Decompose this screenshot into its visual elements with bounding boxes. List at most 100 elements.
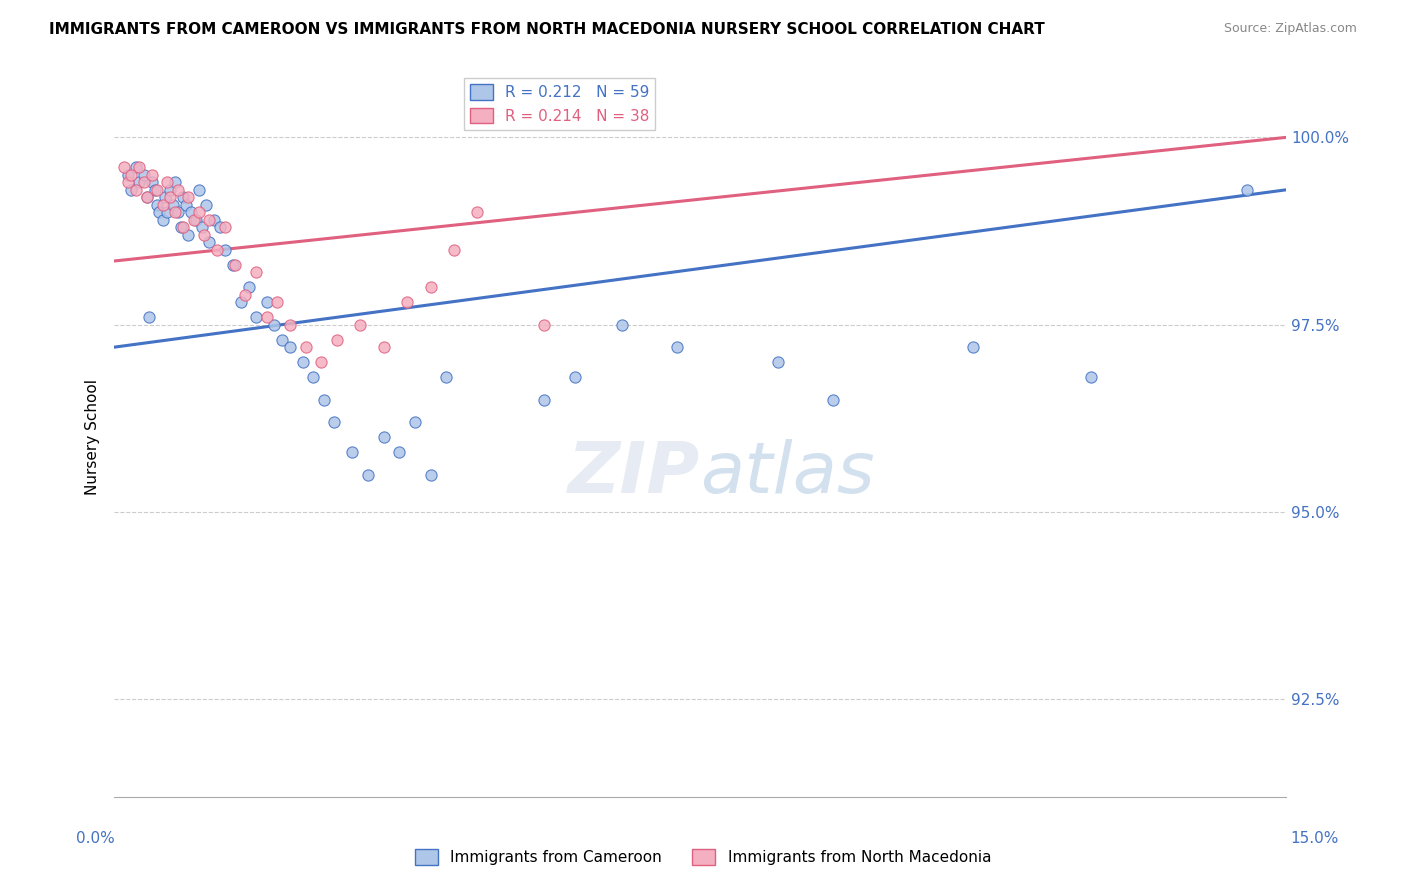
Point <box>156 205 179 219</box>
Point <box>396 295 419 310</box>
Point <box>117 175 139 189</box>
Point <box>434 370 457 384</box>
Point <box>292 355 315 369</box>
Point <box>1080 370 1102 384</box>
Text: 0.0%: 0.0% <box>76 831 115 846</box>
Point <box>278 318 301 332</box>
Point <box>222 258 245 272</box>
Point <box>190 220 212 235</box>
Point <box>180 205 202 219</box>
Point <box>174 198 197 212</box>
Point <box>302 370 325 384</box>
Point <box>177 227 200 242</box>
Point <box>187 205 209 219</box>
Point <box>177 190 200 204</box>
Point <box>256 295 278 310</box>
Point <box>120 168 142 182</box>
Point <box>162 198 184 212</box>
Point <box>183 212 205 227</box>
Point <box>610 318 633 332</box>
Point <box>136 190 159 204</box>
Point <box>245 265 267 279</box>
Point <box>443 243 465 257</box>
Point <box>148 205 170 219</box>
Point <box>141 175 163 189</box>
Point <box>235 287 257 301</box>
Point <box>214 243 236 257</box>
Point <box>208 220 231 235</box>
Point <box>120 183 142 197</box>
Point <box>165 175 187 189</box>
Point <box>533 392 555 407</box>
Point <box>138 310 160 325</box>
Point <box>159 183 181 197</box>
Text: Source: ZipAtlas.com: Source: ZipAtlas.com <box>1223 22 1357 36</box>
Point <box>146 183 169 197</box>
Point <box>152 198 174 212</box>
Point <box>224 258 246 272</box>
Point <box>214 220 236 235</box>
Point <box>156 175 179 189</box>
Point <box>564 370 586 384</box>
Point <box>125 161 148 175</box>
Text: 15.0%: 15.0% <box>1291 831 1339 846</box>
Point <box>159 190 181 204</box>
Point <box>187 183 209 197</box>
Point <box>141 168 163 182</box>
Point <box>112 161 135 175</box>
Point <box>312 392 335 407</box>
Point <box>326 333 349 347</box>
Point <box>152 212 174 227</box>
Point <box>245 310 267 325</box>
Point <box>128 161 150 175</box>
Legend: Immigrants from Cameroon, Immigrants from North Macedonia: Immigrants from Cameroon, Immigrants fro… <box>409 843 997 871</box>
Point <box>172 190 194 204</box>
Point <box>533 318 555 332</box>
Point <box>266 295 288 310</box>
Point <box>202 212 225 227</box>
Point <box>198 235 221 250</box>
Text: atlas: atlas <box>700 439 875 508</box>
Text: ZIP: ZIP <box>568 439 700 508</box>
Point <box>373 430 395 444</box>
Point <box>117 168 139 182</box>
Point <box>125 183 148 197</box>
Point <box>419 280 441 294</box>
Point <box>404 415 426 429</box>
Point <box>193 227 215 242</box>
Point <box>278 340 301 354</box>
Point <box>309 355 332 369</box>
Point <box>167 183 190 197</box>
Point <box>238 280 260 294</box>
Point <box>323 415 346 429</box>
Point <box>342 445 364 459</box>
Point <box>198 212 221 227</box>
Point <box>195 198 218 212</box>
Point <box>143 183 166 197</box>
Point <box>419 467 441 482</box>
Point <box>1236 183 1258 197</box>
Point <box>229 295 252 310</box>
Y-axis label: Nursery School: Nursery School <box>86 379 100 495</box>
Point <box>373 340 395 354</box>
Point <box>136 190 159 204</box>
Point <box>271 333 294 347</box>
Point <box>132 175 155 189</box>
Point <box>153 190 176 204</box>
Point <box>169 220 191 235</box>
Point <box>132 168 155 182</box>
Text: IMMIGRANTS FROM CAMEROON VS IMMIGRANTS FROM NORTH MACEDONIA NURSERY SCHOOL CORRE: IMMIGRANTS FROM CAMEROON VS IMMIGRANTS F… <box>49 22 1045 37</box>
Point <box>467 205 489 219</box>
Point <box>665 340 688 354</box>
Point <box>294 340 316 354</box>
Point <box>349 318 371 332</box>
Point <box>172 220 194 235</box>
Point <box>256 310 278 325</box>
Point <box>186 212 208 227</box>
Point <box>388 445 411 459</box>
Point <box>357 467 380 482</box>
Point <box>962 340 984 354</box>
Legend: R = 0.212   N = 59, R = 0.214   N = 38: R = 0.212 N = 59, R = 0.214 N = 38 <box>464 78 655 129</box>
Point <box>821 392 844 407</box>
Point <box>167 205 190 219</box>
